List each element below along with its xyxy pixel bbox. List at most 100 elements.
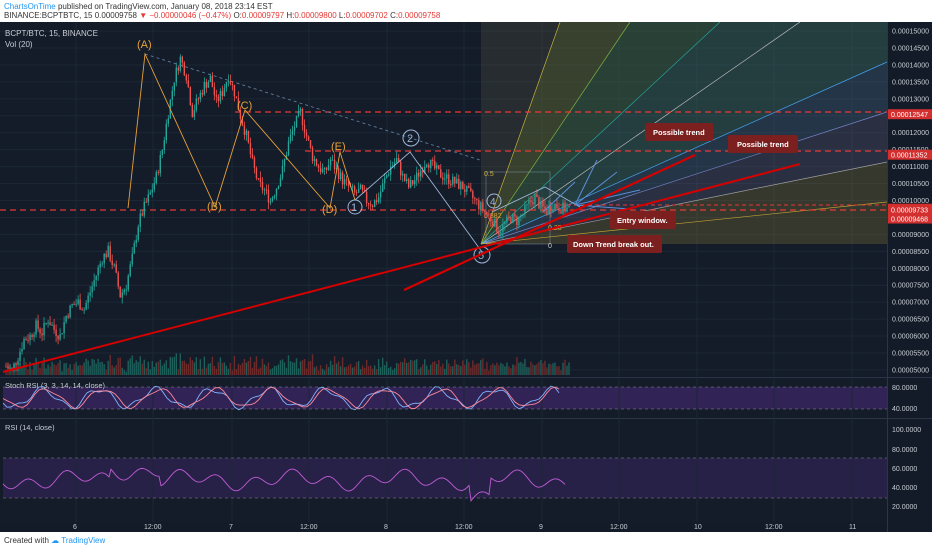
volume-bar xyxy=(89,365,91,375)
candle-body xyxy=(113,264,115,266)
volume-bar xyxy=(464,364,466,375)
volume-bar xyxy=(69,364,71,375)
volume-bar xyxy=(566,365,568,375)
candle-body xyxy=(508,216,510,218)
candle-body xyxy=(444,178,446,180)
volume-bar xyxy=(478,363,480,375)
candle-body xyxy=(558,208,560,212)
candle-body xyxy=(71,304,73,306)
candle-body xyxy=(99,263,101,268)
candle-body xyxy=(255,167,258,179)
candle-body xyxy=(371,205,374,208)
price-tick: 0.00015000 xyxy=(892,29,929,36)
candle-body xyxy=(35,320,37,335)
volume-bar xyxy=(528,367,530,375)
price-tick: 0.00008500 xyxy=(892,249,929,256)
callout-possible-trend-2: Possible trend xyxy=(728,135,798,153)
candle-body xyxy=(333,159,336,170)
price-tick: 0.00010000 xyxy=(892,198,929,205)
volume-bar xyxy=(251,367,254,375)
price-tag-label: 0.00012547 xyxy=(891,112,928,119)
volume-bar xyxy=(49,366,51,375)
candle-body xyxy=(540,201,542,209)
volume-bar xyxy=(311,354,314,375)
volume-bar xyxy=(77,365,79,375)
volume-bar xyxy=(265,365,268,375)
candle-body xyxy=(213,87,216,96)
volume-bar xyxy=(99,362,101,375)
volume-bar xyxy=(253,361,256,375)
candle-body xyxy=(55,329,57,336)
volume-bar xyxy=(115,364,117,375)
candle-body xyxy=(454,176,456,184)
rsi-line xyxy=(2,468,566,503)
candle-body xyxy=(369,204,372,206)
volume-bar xyxy=(33,364,35,375)
chart-svg[interactable]: 0.5 0.382 0.25 0 (A) (B) (C) (D) (E) xyxy=(0,21,932,532)
fib-label: 0 xyxy=(548,243,552,250)
stoch-tick: 80.0000 xyxy=(892,385,917,392)
volume-bar xyxy=(550,364,552,375)
volume-bar xyxy=(43,357,45,375)
tradingview-link[interactable]: TradingView xyxy=(61,536,106,545)
volume-bar xyxy=(347,365,350,375)
price-tag-label: 0.00009733 xyxy=(891,208,928,215)
candle-body xyxy=(277,186,280,189)
volume-bar xyxy=(371,368,374,375)
volume-bar xyxy=(361,365,364,375)
volume-bar xyxy=(153,366,155,375)
stoch-band xyxy=(3,387,887,409)
volume-bar xyxy=(235,369,238,375)
last-price: 0.00009758 xyxy=(94,11,137,20)
volume-bar xyxy=(341,357,344,375)
candle-body xyxy=(7,366,9,369)
stoch-rsi-lines xyxy=(2,385,560,411)
candle-body xyxy=(47,322,49,324)
candle-body xyxy=(19,351,21,361)
candle-body xyxy=(498,232,500,235)
time-tick: 12:00 xyxy=(610,524,628,531)
candle-body xyxy=(163,140,165,151)
candle-body xyxy=(87,295,89,303)
volume-bar xyxy=(73,364,75,375)
volume-bar xyxy=(67,367,69,375)
volume-bar xyxy=(257,368,260,375)
volume-bar xyxy=(389,366,392,375)
volume-bar xyxy=(446,359,448,375)
candle-body xyxy=(227,81,230,83)
volume-bar xyxy=(231,370,234,375)
volume-bar xyxy=(53,364,55,375)
time-axis[interactable]: 6 12:00 7 12:00 8 12:00 9 12:00 10 12:00 11 xyxy=(73,524,856,531)
time-tick: 8 xyxy=(384,524,388,531)
volume-bar xyxy=(420,367,422,375)
candle-body xyxy=(193,110,196,117)
price-axis[interactable]: 0.00015000 0.00014500 0.00014000 0.00013500… xyxy=(888,29,932,375)
price-tag xyxy=(888,213,932,224)
volume-bar xyxy=(243,358,246,375)
candle-body xyxy=(159,154,161,174)
candle-body xyxy=(263,189,266,191)
volume-bar xyxy=(534,365,536,375)
candle-body xyxy=(397,158,400,162)
wave-2-circle xyxy=(402,129,420,147)
candle-body xyxy=(399,161,402,176)
down-arrow-icon: ▼ xyxy=(139,11,148,20)
chart-area[interactable]: 0.5 0.382 0.25 0 (A) (B) (C) (D) (E) xyxy=(0,21,932,532)
volume-bar xyxy=(55,365,57,375)
projection-arrow xyxy=(574,171,618,206)
volume-bar xyxy=(353,366,356,375)
volume-bar xyxy=(281,359,284,375)
projection-arrow xyxy=(574,189,641,206)
volume-bar xyxy=(139,356,141,375)
candle-body xyxy=(474,198,476,200)
price-tick: 0.00008000 xyxy=(892,266,929,273)
volume-bar xyxy=(179,353,182,375)
wave-label-5: 5 xyxy=(478,250,484,262)
candle-body xyxy=(470,188,472,192)
volume-bar xyxy=(349,363,352,375)
volume-bar xyxy=(542,363,544,375)
volume-bar xyxy=(277,364,280,375)
volume-bar xyxy=(381,357,384,375)
candle-body xyxy=(283,159,286,166)
author-link[interactable]: ChartsOnTime xyxy=(4,2,56,11)
